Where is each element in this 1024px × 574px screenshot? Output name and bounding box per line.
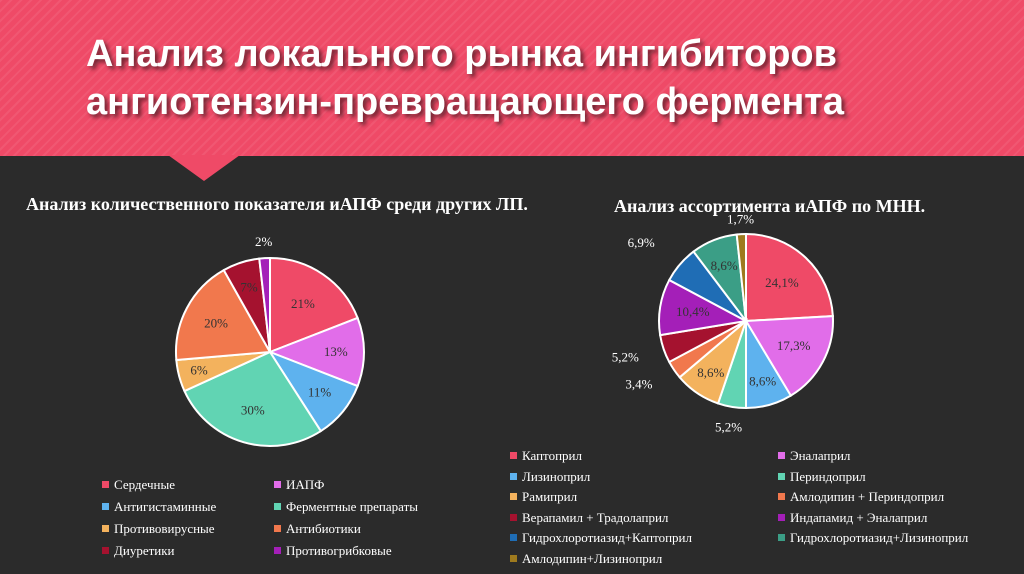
legend-swatch [102, 525, 109, 532]
title-banner: Анализ локального рынка ингибиторов анги… [0, 0, 1024, 156]
chart-2-legend-item-каптоприл: Каптоприл [510, 448, 582, 464]
legend-label: Периндоприл [790, 468, 866, 484]
chart-1-data-label: 6% [190, 363, 208, 378]
chart-1-slice-противогрибковые [258, 256, 271, 353]
legend-swatch [510, 554, 517, 562]
chart-2-legend-item-амлодипин-лизиноприл: Амлодипин+Лизиноприл [510, 551, 662, 567]
legend-swatch [274, 525, 281, 532]
chart-2-data-label: 1,7% [727, 211, 754, 226]
chart-2-legend-item-верапамил-традолаприл: Верапамил + Традолаприл [510, 510, 668, 526]
banner-pointer [168, 155, 240, 181]
chart-1-legend-item-противовирусные: Противовирусные [102, 521, 215, 537]
legend-label: ИАПФ [286, 477, 325, 492]
chart-2-data-label: 10,4% [676, 304, 710, 319]
chart-1-title: Анализ количественного показателя иАПФ с… [26, 194, 528, 214]
legend-label: Антигистаминные [114, 499, 217, 514]
chart-1-data-label: 7% [240, 280, 258, 295]
legend-swatch [778, 472, 785, 480]
chart-2-data-label: 8,6% [749, 373, 776, 388]
legend-swatch [102, 547, 109, 554]
chart-1-data-label: 30% [241, 403, 265, 418]
legend-swatch [778, 513, 785, 521]
legend-label: Верапамил + Традолаприл [522, 509, 669, 525]
chart-1-slice-антибиотики [174, 268, 272, 362]
legend-swatch [510, 452, 517, 459]
legend-swatch [274, 481, 281, 488]
chart-1-data-label: 20% [204, 316, 228, 331]
legend-swatch [510, 472, 517, 480]
legend-label: Сердечные [114, 477, 175, 492]
legend-swatch [102, 503, 109, 510]
legend-label: Гидрохлоротиазид+Лизиноприл [790, 530, 969, 545]
chart-2-legend-item-лизиноприл: Лизиноприл [510, 469, 590, 485]
chart-2-slice-каптоприл [745, 232, 834, 323]
legend-swatch [778, 534, 785, 541]
legend-label: Каптоприл [522, 448, 582, 463]
chart-1-slice-сердечные [269, 256, 359, 354]
chart-1-legend-item-антигистаминные: Антигистаминные [102, 499, 216, 515]
legend-swatch [510, 513, 517, 521]
chart-2-legend-item-рамиприл: Рамиприл [510, 489, 577, 505]
slide-title-line-2: ангиотензин-превращающего фермента [86, 81, 845, 123]
chart-1-legend-item-противогрибковые: Противогрибковые [274, 543, 392, 559]
chart-1-legend-item-иапф: ИАПФ [274, 477, 324, 493]
legend-label: Индапамид + Эналаприл [790, 509, 928, 525]
legend-swatch [778, 493, 785, 500]
legend-label: Рамиприл [522, 489, 578, 504]
legend-label: Амлодипин + Периндоприл [790, 489, 945, 504]
legend-label: Амлодипин+Лизиноприл [522, 550, 663, 566]
chart-2-legend-item-эналаприл: Эналаприл [778, 448, 850, 464]
slide-title-line-1: Анализ локального рынка ингибиторов [86, 33, 838, 75]
chart-1-data-label: 21% [291, 296, 315, 311]
chart-2-legend-item-гидрохлоротиазид-лизиноприл: Гидрохлоротиазид+Лизиноприл [778, 530, 968, 546]
chart-2-legend-item-периндоприл: Периндоприл [778, 469, 866, 485]
legend-label: Эналаприл [790, 448, 851, 463]
legend-swatch [510, 493, 517, 500]
legend-label: Лизиноприл [522, 468, 591, 484]
chart-2-data-label: 6,9% [628, 235, 655, 250]
chart-2-title: Анализ ассортимента иАПФ по МНН. [614, 196, 926, 216]
legend-label: Гидрохлоротиазид+Каптоприл [522, 530, 692, 545]
chart-1-slice-иапф [267, 316, 365, 388]
chart-1-data-label: 2% [255, 234, 273, 249]
chart-2-data-label: 8,6% [697, 365, 724, 380]
legend-label: Антибиотики [286, 521, 361, 536]
legend-label: Противогрибковые [286, 543, 392, 558]
legend-swatch [778, 452, 785, 459]
chart-1-legend-item-сердечные: Сердечные [102, 477, 175, 493]
legend-label: Диуретики [114, 543, 175, 558]
chart-2-data-label: 5,2% [612, 349, 639, 364]
slide-title: Анализ локального рынка ингибиторов анги… [86, 30, 1006, 126]
legend-label: Противовирусные [114, 521, 215, 536]
chart-2-slice-эналаприл [744, 315, 834, 397]
chart-2-slice-амлодипин-лизиноприл [735, 232, 747, 322]
chart-2-data-label: 24,1% [765, 275, 799, 290]
chart-2-data-label: 5,2% [715, 419, 742, 434]
chart-1-legend-item-антибиотики: Антибиотики [274, 521, 361, 537]
legend-swatch [274, 503, 281, 510]
chart-1-data-label: 13% [324, 344, 348, 359]
legend-swatch [102, 481, 109, 488]
legend-swatch [510, 534, 517, 541]
legend-swatch [274, 547, 281, 554]
chart-2-data-label: 8,6% [711, 258, 738, 273]
chart-1-data-label: 11% [308, 385, 332, 400]
legend-label: Ферментные препараты [286, 499, 418, 514]
chart-2-data-label: 17,3% [777, 338, 811, 353]
chart-2-data-label: 3,4% [625, 377, 652, 392]
chart-2-legend-item-амлодипин-периндоприл: Амлодипин + Периндоприл [778, 489, 944, 505]
chart-1-legend-item-диуретики: Диуретики [102, 543, 175, 559]
chart-2-legend-item-гидрохлоротиазид-каптоприл: Гидрохлоротиазид+Каптоприл [510, 530, 692, 546]
chart-1-legend-item-ферментные-препараты: Ферментные препараты [274, 499, 418, 515]
chart-2-legend-item-индапамид-эналаприл: Индапамид + Эналаприл [778, 510, 927, 526]
